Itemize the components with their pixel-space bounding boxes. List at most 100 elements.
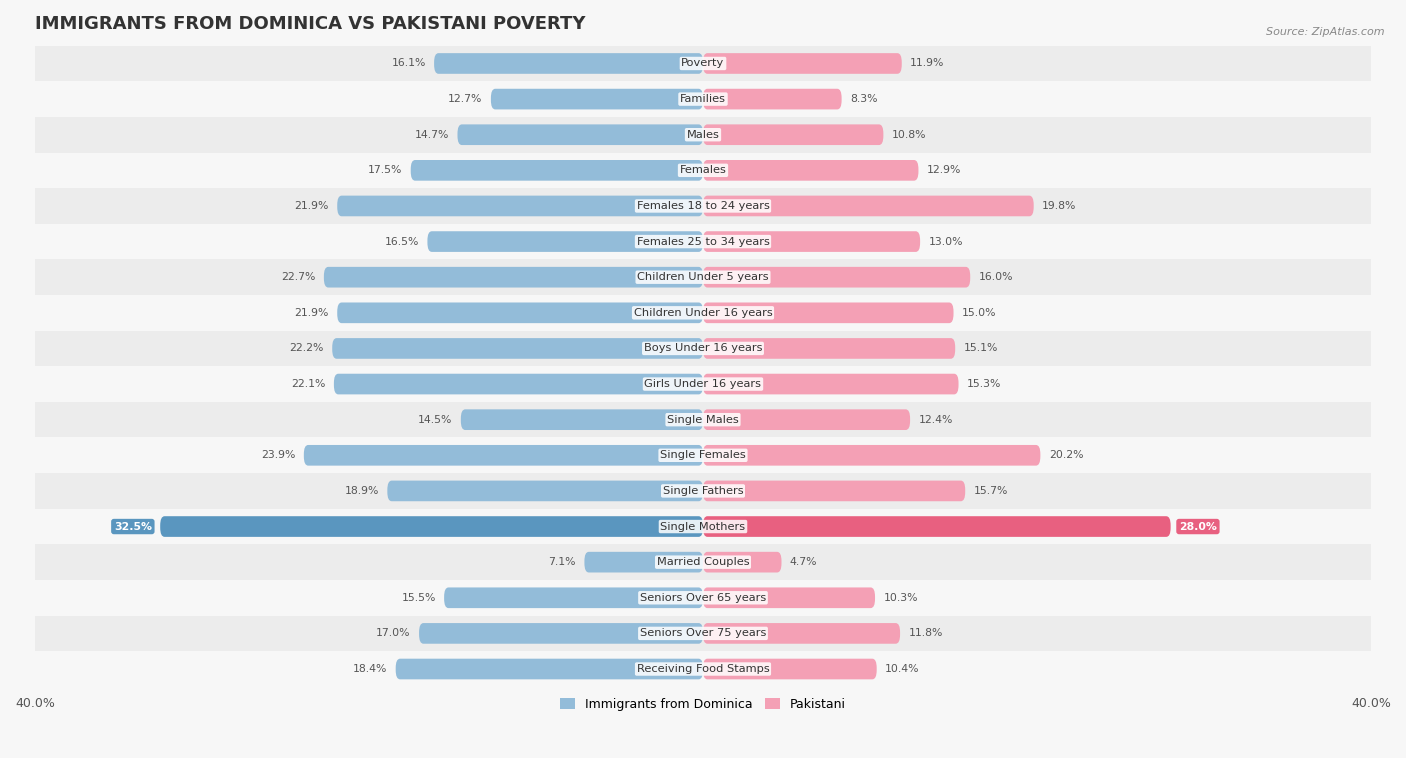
FancyBboxPatch shape [444,587,703,608]
Text: 13.0%: 13.0% [928,236,963,246]
FancyBboxPatch shape [703,302,953,323]
FancyBboxPatch shape [304,445,703,465]
Bar [35,544,1371,580]
FancyBboxPatch shape [457,124,703,145]
Text: Females 25 to 34 years: Females 25 to 34 years [637,236,769,246]
Text: Single Fathers: Single Fathers [662,486,744,496]
FancyBboxPatch shape [703,445,1040,465]
FancyBboxPatch shape [323,267,703,287]
FancyBboxPatch shape [491,89,703,109]
FancyBboxPatch shape [703,409,910,430]
Text: IMMIGRANTS FROM DOMINICA VS PAKISTANI POVERTY: IMMIGRANTS FROM DOMINICA VS PAKISTANI PO… [35,15,585,33]
Text: 10.8%: 10.8% [891,130,927,139]
Text: 16.5%: 16.5% [385,236,419,246]
Text: 15.5%: 15.5% [401,593,436,603]
Bar [35,152,1371,188]
Text: Source: ZipAtlas.com: Source: ZipAtlas.com [1267,27,1385,36]
Bar [35,117,1371,152]
FancyBboxPatch shape [333,374,703,394]
Text: 12.7%: 12.7% [449,94,482,104]
Text: Children Under 5 years: Children Under 5 years [637,272,769,282]
Bar [35,259,1371,295]
Text: Families: Families [681,94,725,104]
Text: 21.9%: 21.9% [294,201,329,211]
Text: 14.7%: 14.7% [415,130,449,139]
Text: 21.9%: 21.9% [294,308,329,318]
Text: 16.0%: 16.0% [979,272,1014,282]
FancyBboxPatch shape [387,481,703,501]
Bar [35,188,1371,224]
FancyBboxPatch shape [703,53,901,74]
FancyBboxPatch shape [703,267,970,287]
Text: 11.8%: 11.8% [908,628,943,638]
FancyBboxPatch shape [419,623,703,644]
Text: 22.7%: 22.7% [281,272,315,282]
FancyBboxPatch shape [703,552,782,572]
FancyBboxPatch shape [703,481,965,501]
Text: 15.0%: 15.0% [962,308,997,318]
Text: 19.8%: 19.8% [1042,201,1077,211]
Text: 18.9%: 18.9% [344,486,380,496]
FancyBboxPatch shape [395,659,703,679]
Text: 12.9%: 12.9% [927,165,962,175]
Text: 22.1%: 22.1% [291,379,326,389]
FancyBboxPatch shape [703,89,842,109]
Text: Single Males: Single Males [666,415,740,424]
Text: Receiving Food Stamps: Receiving Food Stamps [637,664,769,674]
Bar [35,580,1371,615]
Bar [35,224,1371,259]
Text: Seniors Over 65 years: Seniors Over 65 years [640,593,766,603]
Text: Boys Under 16 years: Boys Under 16 years [644,343,762,353]
Text: Males: Males [686,130,720,139]
Text: 18.4%: 18.4% [353,664,387,674]
FancyBboxPatch shape [703,124,883,145]
FancyBboxPatch shape [332,338,703,359]
Text: Children Under 16 years: Children Under 16 years [634,308,772,318]
Legend: Immigrants from Dominica, Pakistani: Immigrants from Dominica, Pakistani [555,693,851,716]
FancyBboxPatch shape [427,231,703,252]
Text: 22.2%: 22.2% [290,343,323,353]
Bar [35,81,1371,117]
Bar [35,651,1371,687]
Text: 32.5%: 32.5% [114,522,152,531]
Text: Females 18 to 24 years: Females 18 to 24 years [637,201,769,211]
Text: 10.4%: 10.4% [884,664,920,674]
Bar [35,509,1371,544]
Text: 28.0%: 28.0% [1180,522,1216,531]
Text: 23.9%: 23.9% [262,450,295,460]
FancyBboxPatch shape [703,623,900,644]
Text: 11.9%: 11.9% [910,58,945,68]
Text: Single Mothers: Single Mothers [661,522,745,531]
Bar [35,366,1371,402]
FancyBboxPatch shape [703,374,959,394]
Bar [35,330,1371,366]
Text: Single Females: Single Females [661,450,745,460]
FancyBboxPatch shape [703,196,1033,216]
Text: 15.7%: 15.7% [973,486,1008,496]
Text: 16.1%: 16.1% [391,58,426,68]
Text: Married Couples: Married Couples [657,557,749,567]
Text: 15.3%: 15.3% [967,379,1001,389]
Bar [35,437,1371,473]
FancyBboxPatch shape [703,160,918,180]
FancyBboxPatch shape [703,516,1171,537]
Text: 17.0%: 17.0% [377,628,411,638]
FancyBboxPatch shape [337,196,703,216]
Bar [35,295,1371,330]
Text: 12.4%: 12.4% [918,415,953,424]
FancyBboxPatch shape [160,516,703,537]
Text: 17.5%: 17.5% [368,165,402,175]
Bar [35,473,1371,509]
FancyBboxPatch shape [703,659,877,679]
FancyBboxPatch shape [434,53,703,74]
Text: 14.5%: 14.5% [418,415,453,424]
Text: 4.7%: 4.7% [790,557,817,567]
FancyBboxPatch shape [703,587,875,608]
Text: 7.1%: 7.1% [548,557,576,567]
Text: 15.1%: 15.1% [963,343,998,353]
FancyBboxPatch shape [411,160,703,180]
Text: 10.3%: 10.3% [883,593,918,603]
Text: 8.3%: 8.3% [851,94,877,104]
Text: Seniors Over 75 years: Seniors Over 75 years [640,628,766,638]
Text: Poverty: Poverty [682,58,724,68]
